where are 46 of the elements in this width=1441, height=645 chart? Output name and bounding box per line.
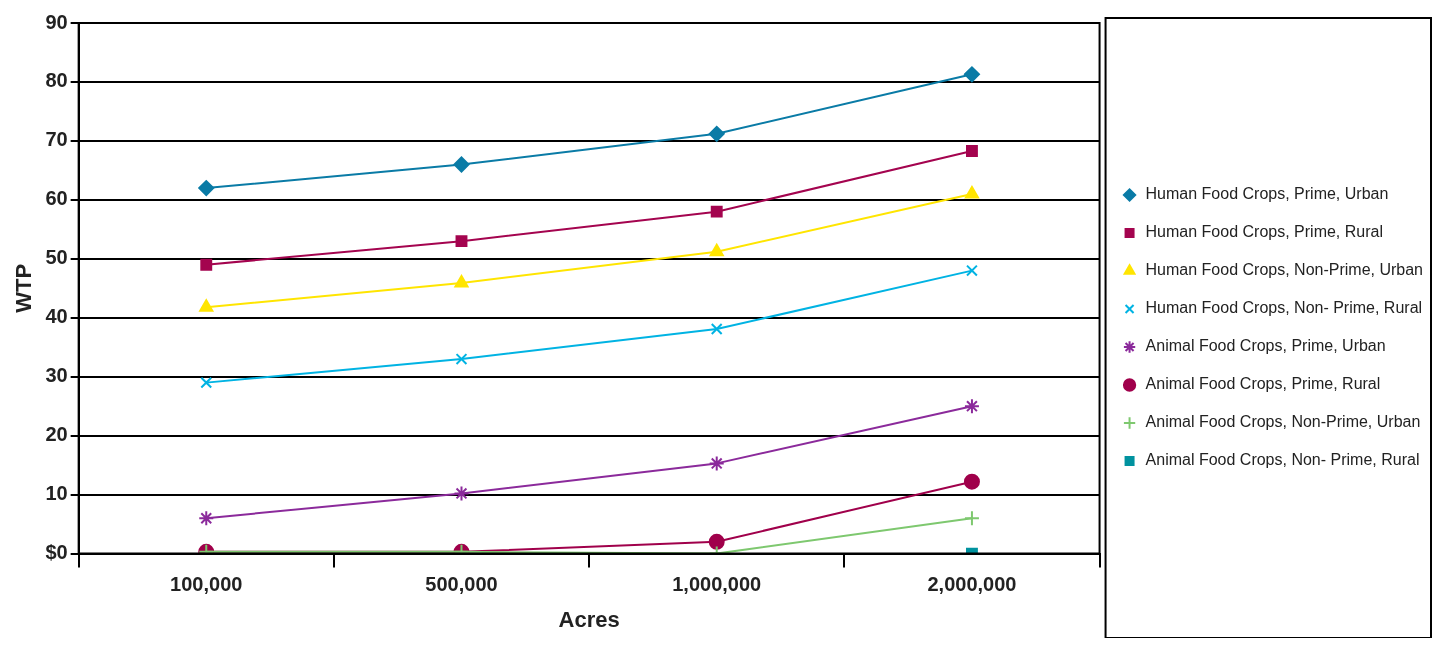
x-tick-label: 100,000: [170, 573, 243, 596]
point: [963, 473, 980, 490]
x-axis-title: Acres: [558, 606, 620, 632]
point: [454, 274, 469, 288]
point: [966, 144, 978, 157]
legend-label: Animal Food Crops, Non-Prime, Urban: [1145, 413, 1421, 431]
y-tick-label: 50: [45, 246, 68, 269]
point: [964, 185, 980, 199]
point: [453, 156, 470, 173]
y-tick-label: 20: [45, 423, 68, 446]
legend-label: Human Food Crops, Non-Prime, Urban: [1145, 261, 1423, 279]
y-tick-label: 60: [45, 187, 68, 210]
point: [200, 258, 213, 271]
point: [710, 323, 723, 335]
x-tick-label: 1,000,000: [672, 573, 762, 596]
legend-label: Human Food Crops, Non- Prime, Rural: [1145, 299, 1423, 317]
point: [963, 398, 980, 415]
y-tick-label: 70: [45, 128, 68, 151]
point: [455, 353, 468, 365]
legend-label: Human Food Crops, Prime, Rural: [1145, 223, 1383, 241]
point: [966, 264, 978, 277]
y-axis-title: WTP: [11, 263, 37, 313]
y-tick-label: $0: [45, 541, 68, 564]
point: [199, 299, 214, 312]
legend-label: Animal Food Crops, Prime, Rural: [1145, 375, 1381, 393]
y-tick-label: 80: [45, 69, 68, 92]
y-tick-label: 40: [45, 305, 68, 328]
legend-label: Animal Food Crops, Prime, Urban: [1145, 337, 1386, 355]
point: [963, 66, 980, 83]
point: [198, 510, 215, 527]
legend-label: Animal Food Crops, Non- Prime, Rural: [1145, 451, 1420, 469]
point: [455, 235, 468, 248]
point: [963, 510, 980, 527]
point: [710, 205, 723, 218]
point: [198, 180, 215, 197]
y-tick-label: 10: [45, 482, 68, 505]
point: [708, 455, 725, 472]
x-tick-label: 500,000: [425, 573, 498, 596]
point: [708, 125, 725, 142]
y-tick-label: 30: [45, 364, 68, 387]
point: [200, 376, 213, 389]
point: [453, 485, 470, 502]
legend-label: Human Food Crops, Prime, Urban: [1145, 185, 1389, 203]
y-tick-label: 90: [45, 10, 68, 33]
x-tick-label: 2,000,000: [927, 573, 1017, 596]
point: [709, 243, 724, 257]
